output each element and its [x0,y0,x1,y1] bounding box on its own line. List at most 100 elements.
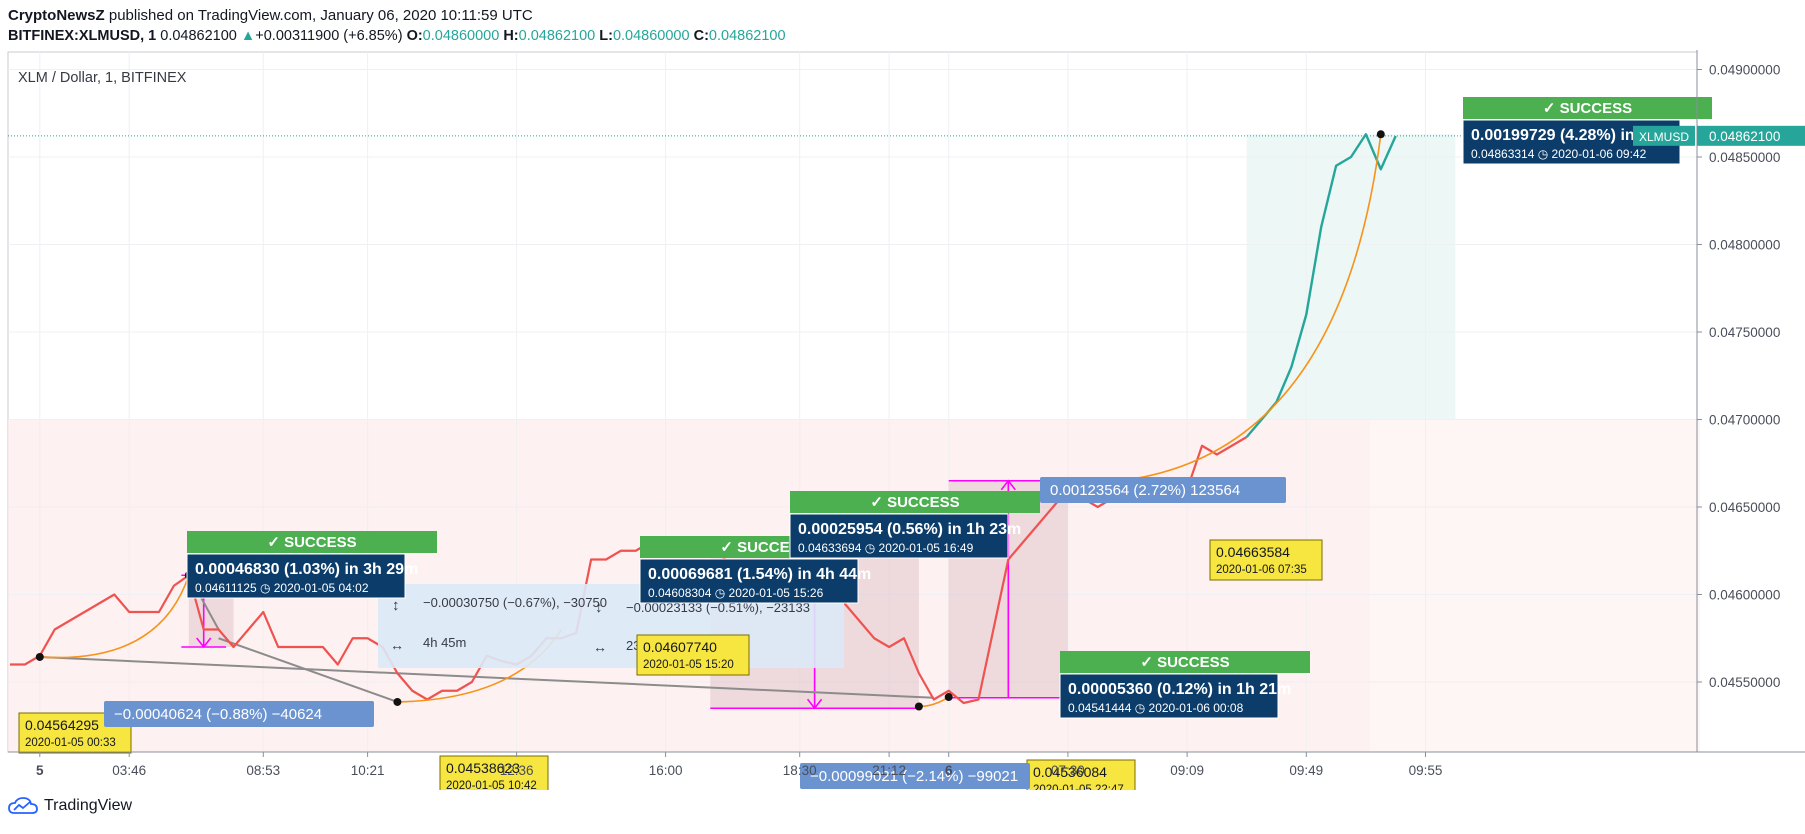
x-tick-label: 5 [36,763,44,778]
x-tick-label: 09:49 [1289,763,1323,778]
y-tick-label: 0.04700000 [1709,413,1780,428]
stop-zone-right [1370,419,1700,752]
price-label-box [1026,759,1136,790]
success-callout: ✓ SUCCESS 0.00046830 (1.03%) in 3h 29m 0.0… [186,531,437,599]
price-label: 0.04536084 2020-01-05 22:47 [1026,759,1136,790]
success-box-sub: 0.04863314 ◷ 2020-01-06 09:42 [1471,147,1647,161]
x-tick-label: 6 [945,763,953,778]
y-tick-label: 0.04850000 [1709,150,1780,165]
x-tick-label: 07:30 [1051,763,1085,778]
point-marker [944,693,953,702]
success-box [186,553,406,599]
x-tick-label: 10:21 [351,763,385,778]
measure-label-text: −0.00099021 (−2.14%) −99021 [810,768,1018,785]
publisher: CryptoNewsZ [8,7,105,24]
success-callout: ✓ SUCCESS 0.00025954 (0.56%) in 1h 23m 0.0… [789,491,1040,559]
measure-label-text: −0.00040624 (−0.88%) −40624 [114,706,322,723]
y-tick-label: 0.04800000 [1709,238,1780,253]
x-tick-label: 12:36 [500,763,534,778]
price-label-box [1209,539,1323,581]
y-tick-label: 0.04600000 [1709,588,1780,603]
success-box-sub: 0.04608304 ◷ 2020-01-05 15:26 [648,586,824,600]
x-tick-label: 09:09 [1170,763,1204,778]
price-change: +0.00311900 (+6.85%) [255,28,403,44]
symbol-tag [1633,125,1695,146]
vertical-range-icon: ↕ [595,599,603,616]
price-label-box [439,755,549,790]
measure-label: 0.00123564 (2.72%) 123564 [1040,477,1286,503]
measure-label: −0.00099021 (−2.14%) −99021 [800,763,1030,789]
chart-title: XLM / Dollar, 1, BITFINEX [18,70,187,86]
y-tick-label: 0.04650000 [1709,500,1780,515]
forecast-curve-1 [39,574,190,659]
measure-tooltip-b: 4h 45m [423,635,466,650]
x-tick-label: 18:30 [783,763,817,778]
price-label-date: 2020-01-05 15:20 [643,659,734,671]
success-badge [1060,651,1310,673]
success-badge [187,531,437,553]
x-tick-label: 09:55 [1409,763,1443,778]
point-marker [393,697,402,706]
success-badge-text: ✓ SUCCESS [720,539,809,556]
published-text: published on TradingView.com, January 06… [104,7,533,24]
price-axis-bg [1697,50,1805,782]
success-box-main: 0.00005360 (0.12%) in 1h 21m [1068,681,1291,698]
close-value: 0.04862100 [708,28,786,44]
price-label: 0.04564295 2020-01-05 00:33 [18,712,132,754]
success-box-main: 0.00046830 (1.03%) in 3h 29m [195,561,418,578]
open-value: 0.04860000 [422,28,500,44]
success-callout: ✓ SUCCESS 0.00005360 (0.12%) in 1h 21m 0.0… [1059,651,1310,719]
point-marker [914,702,923,711]
success-box [789,513,1009,559]
x-tick-label: 21:12 [872,763,906,778]
success-box-sub: 0.04633694 ◷ 2020-01-05 16:49 [798,541,974,555]
success-badge [790,491,1040,513]
success-badge-text: ✓ SUCCESS [870,494,959,511]
success-box-main: 0.00069681 (1.54%) in 4h 44m [648,566,871,583]
change-up-icon: ▲ [240,28,256,44]
target-zone [1246,134,1456,420]
price-label-date: 2020-01-06 07:35 [1216,564,1307,576]
horizontal-range-icon: ↔ [390,637,404,653]
measure-arrow-3-head [1000,479,1016,491]
tradingview-cloud-icon [8,797,38,814]
price-label: 0.04538623 2020-01-05 10:42 [439,755,549,790]
price-label: 0.04607740 2020-01-05 15:20 [636,634,750,676]
horizontal-range-icon: ↔ [593,639,607,655]
success-box-main: 0.00199729 (4.28%) in 2h 7m [1471,127,1685,144]
last-price: 0.04862100 [160,28,237,44]
measure-label-text: 0.00123564 (2.72%) 123564 [1050,482,1240,499]
price-line-down [10,436,1248,705]
measure-arrow-2-head [806,698,823,710]
vertical-range-icon: ↕ [392,597,400,614]
price-chart[interactable]: 0.04564295 2020-01-05 00:33 0.04538623 2020… [0,50,1805,790]
price-label-date: 2020-01-05 00:33 [25,737,116,749]
low-value: 0.04860000 [612,28,690,44]
price-label-box [636,634,750,676]
trend-line-long [39,655,934,699]
tradingview-footer[interactable]: TradingView [8,797,132,815]
measure-label-bg [800,763,1030,789]
tradingview-brand: TradingView [44,797,133,814]
success-box [639,558,859,604]
price-label-date: 2020-01-05 22:47 [1033,784,1124,790]
measure-label-bg [104,701,374,727]
success-badge [1463,97,1712,119]
price-label-value: 0.04538623 [446,760,520,776]
trend-line-b [218,637,398,703]
price-label-value: 0.04663584 [1216,544,1290,560]
success-box-sub: 0.04611125 ◷ 2020-01-05 04:02 [195,581,369,595]
price-label-value: 0.04564295 [25,717,99,733]
x-tick-label: 03:46 [112,763,146,778]
symbol-tag-text: XLMUSD [1639,130,1689,144]
point-marker [1376,130,1385,139]
price-label-value: 0.04607740 [643,639,717,655]
y-tick-label: 0.04550000 [1709,675,1780,690]
success-box [1059,673,1279,719]
low-label: L: [599,28,613,44]
success-box-sub: 0.04541444 ◷ 2020-01-06 00:08 [1068,701,1244,715]
y-tick-label: 0.04900000 [1709,63,1780,78]
symbol: BITFINEX:XLMUSD, 1 [8,28,157,44]
chart-header: CryptoNewsZ published on TradingView.com… [8,6,786,46]
high-label: H: [503,28,519,44]
